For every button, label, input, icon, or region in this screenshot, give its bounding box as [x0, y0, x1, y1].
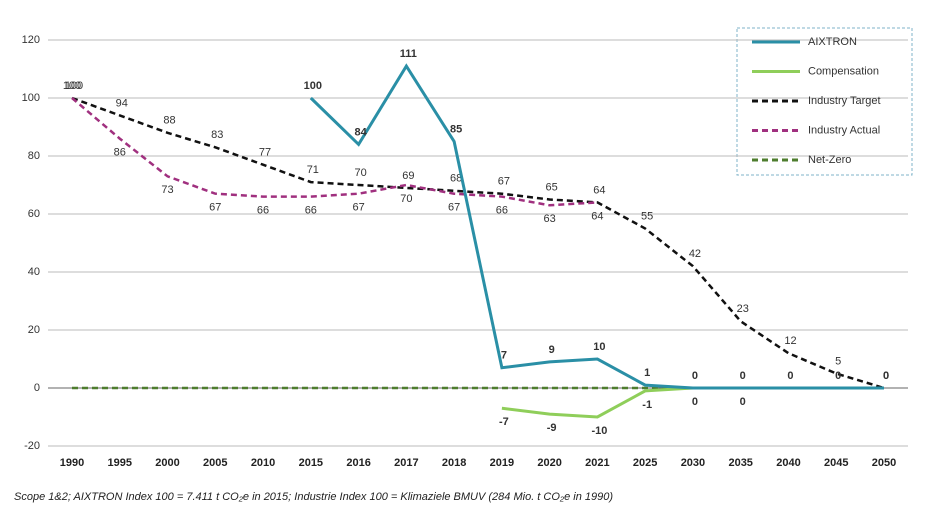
- x-tick-label: 2045: [824, 457, 848, 469]
- x-tick-label: 2015: [299, 457, 323, 469]
- x-tick-label: 2030: [681, 457, 705, 469]
- data-label: 111: [400, 48, 417, 60]
- x-tick-label: 2010: [251, 457, 275, 469]
- x-tick-label: 2018: [442, 457, 466, 469]
- data-label: 0: [692, 396, 698, 408]
- data-label: 66: [496, 205, 508, 217]
- data-label: 0: [835, 370, 841, 382]
- data-label: 77: [259, 147, 271, 159]
- data-label: 84: [354, 126, 367, 138]
- data-label: 68: [450, 173, 462, 185]
- data-label: 0: [787, 370, 793, 382]
- y-tick-label: 60: [28, 208, 40, 220]
- x-tick-label: 1990: [60, 457, 84, 469]
- data-label: 65: [546, 181, 558, 193]
- series-line: [71, 97, 598, 207]
- data-label: 100: [65, 80, 83, 92]
- x-tick-label: 2005: [203, 457, 227, 469]
- data-label: 73: [161, 184, 173, 196]
- data-label: 88: [163, 115, 175, 127]
- data-label: -1: [642, 399, 652, 411]
- series-line: [71, 96, 885, 390]
- data-label: 70: [400, 193, 412, 205]
- data-label: 1: [644, 367, 650, 379]
- x-tick-label: 1995: [108, 457, 132, 469]
- data-label: 100: [63, 80, 81, 92]
- y-tick-label: 20: [28, 324, 40, 336]
- y-tick-label: 100: [22, 92, 40, 104]
- data-label: 64: [591, 210, 603, 222]
- data-label: 0: [883, 370, 889, 382]
- y-tick-label: -20: [24, 440, 40, 452]
- x-tick-label: 2019: [490, 457, 514, 469]
- data-label: 63: [544, 213, 556, 225]
- y-tick-label: 40: [28, 266, 40, 278]
- data-label: 83: [211, 129, 223, 141]
- y-tick-label: 120: [22, 34, 40, 46]
- data-label: 9: [549, 344, 555, 356]
- data-label: -10: [591, 425, 607, 437]
- data-label: 12: [784, 335, 796, 347]
- x-tick-label: 2021: [585, 457, 609, 469]
- data-label: 0: [692, 370, 698, 382]
- legend-label: Net-Zero: [808, 154, 851, 166]
- data-label: 5: [835, 355, 841, 367]
- data-label: -7: [499, 416, 509, 428]
- data-label: 69: [402, 170, 414, 182]
- legend-label: Compensation: [808, 65, 879, 77]
- data-label: 67: [352, 202, 364, 214]
- series-line: [309, 63, 884, 390]
- x-tick-label: 2000: [155, 457, 179, 469]
- legend-label: AIXTRON: [808, 36, 857, 48]
- data-label: 55: [641, 210, 653, 222]
- footnote: Scope 1&2; AIXTRON Index 100 = 7.411 t C…: [14, 491, 613, 503]
- data-label: 67: [498, 176, 510, 188]
- legend-label: Industry Actual: [808, 124, 880, 136]
- data-label: 0: [883, 370, 889, 382]
- legend-label: Industry Target: [808, 95, 881, 107]
- data-label: 0: [740, 396, 746, 408]
- data-label: 66: [305, 205, 317, 217]
- data-label: -9: [547, 422, 557, 434]
- y-tick-label: 0: [34, 382, 40, 394]
- x-tick-label: 2016: [346, 457, 370, 469]
- x-tick-label: 2035: [728, 457, 752, 469]
- y-tick-label: 80: [28, 150, 40, 162]
- data-label: 86: [114, 147, 126, 159]
- data-label: 23: [737, 303, 749, 315]
- data-label: 66: [257, 205, 269, 217]
- x-tick-label: 2017: [394, 457, 418, 469]
- data-label: 64: [593, 184, 605, 196]
- data-label: 100: [304, 80, 322, 92]
- data-label: 10: [593, 341, 605, 353]
- x-tick-label: 2020: [537, 457, 561, 469]
- data-label: 7: [501, 350, 507, 362]
- data-label: 70: [354, 167, 366, 179]
- data-label: 94: [116, 97, 128, 109]
- data-label: 67: [448, 202, 460, 214]
- x-tick-label: 2040: [776, 457, 800, 469]
- x-tick-label: 2050: [872, 457, 896, 469]
- data-label: 67: [209, 202, 221, 214]
- x-tick-label: 2025: [633, 457, 657, 469]
- data-label: 85: [450, 123, 462, 135]
- data-label: 71: [307, 164, 319, 176]
- data-label: 0: [740, 370, 746, 382]
- data-label: 42: [689, 248, 701, 260]
